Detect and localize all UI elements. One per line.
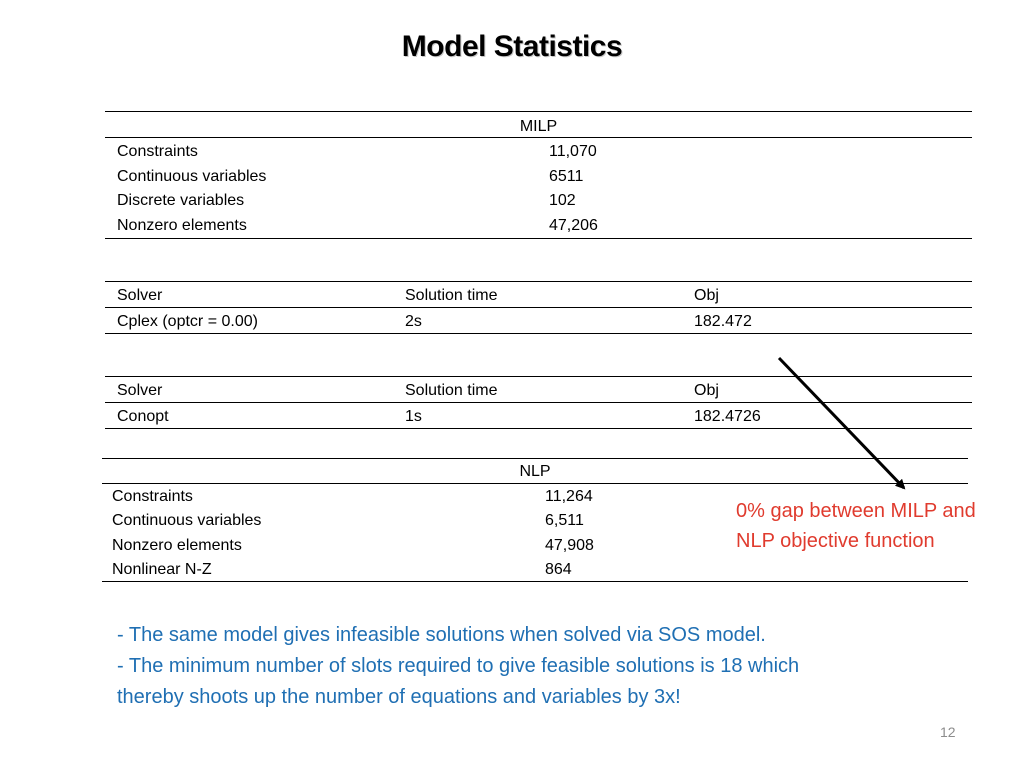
annotation-line: 0% gap between MILP and	[736, 500, 976, 522]
stat-value: 11,264	[545, 488, 593, 505]
stat-label: Constraints	[112, 488, 193, 505]
note-line: - The minimum number of slots required t…	[117, 655, 800, 677]
stat-label: Continuous variables	[117, 168, 267, 185]
table-row: Discrete variables 102	[105, 188, 972, 213]
column-header: Solution time	[405, 287, 498, 304]
note-line: - The same model gives infeasible soluti…	[117, 624, 766, 646]
solver-name: Conopt	[117, 408, 169, 425]
nlp-header: NLP	[519, 463, 551, 480]
annotation-line: NLP objective function	[736, 530, 935, 552]
table-header-row: Solver Solution time Obj	[105, 378, 972, 403]
stat-label: Continuous variables	[112, 512, 262, 529]
solution-time: 1s	[405, 408, 422, 425]
stat-label: Discrete variables	[117, 192, 245, 209]
stat-value: 6,511	[545, 512, 584, 529]
column-header: Solver	[117, 382, 163, 399]
objective-value: 182.472	[694, 313, 752, 330]
stat-label: Nonzero elements	[117, 217, 247, 234]
table-row: Continuous variables 6511	[105, 164, 972, 189]
table-row: Continuous variables 6,511	[102, 508, 968, 533]
table-row: Constraints 11,070	[105, 139, 972, 164]
column-header: Solution time	[405, 382, 498, 399]
milp-stats-table: MILP Constraints 11,070 Continuous varia…	[105, 111, 972, 239]
table-row: Nonzero elements 47,908	[102, 533, 968, 558]
stat-value: 102	[549, 192, 576, 209]
stat-value: 864	[545, 561, 572, 578]
table-row: Conopt 1s 182.4726	[105, 404, 972, 429]
solver-name: Cplex (optcr = 0.00)	[117, 313, 258, 330]
stat-value: 47,908	[545, 537, 594, 554]
column-header: Solver	[117, 287, 163, 304]
nlp-solver-table: Solver Solution time Obj Conopt 1s 182.4…	[105, 376, 972, 429]
stat-value: 6511	[549, 168, 584, 185]
notes: - The same model gives infeasible soluti…	[117, 620, 799, 713]
milp-solver-table: Solver Solution time Obj Cplex (optcr = …	[105, 281, 972, 334]
column-header: Obj	[694, 287, 719, 304]
table-row: Nonlinear N-Z 864	[102, 557, 968, 582]
page-title: Model Statistics	[401, 30, 623, 63]
milp-header: MILP	[519, 118, 558, 135]
gap-annotation: 0% gap between MILP and NLP objective fu…	[736, 496, 976, 556]
table-row: Nonzero elements 47,206	[105, 213, 972, 238]
stat-label: Nonlinear N-Z	[112, 561, 212, 578]
stat-value: 11,070	[549, 143, 597, 160]
note-line: thereby shoots up the number of equation…	[117, 686, 681, 708]
page-number: 12	[940, 724, 956, 740]
table-row: Cplex (optcr = 0.00) 2s 182.472	[105, 309, 972, 334]
stat-label: Constraints	[117, 143, 198, 160]
table-row: Constraints 11,264	[102, 484, 968, 509]
objective-value: 182.4726	[694, 408, 761, 425]
stat-label: Nonzero elements	[112, 537, 242, 554]
nlp-stats-table: NLP Constraints 11,264 Continuous variab…	[102, 458, 968, 582]
table-header-row: Solver Solution time Obj	[105, 283, 972, 308]
solution-time: 2s	[405, 313, 422, 330]
stat-value: 47,206	[549, 217, 598, 234]
column-header: Obj	[694, 382, 719, 399]
